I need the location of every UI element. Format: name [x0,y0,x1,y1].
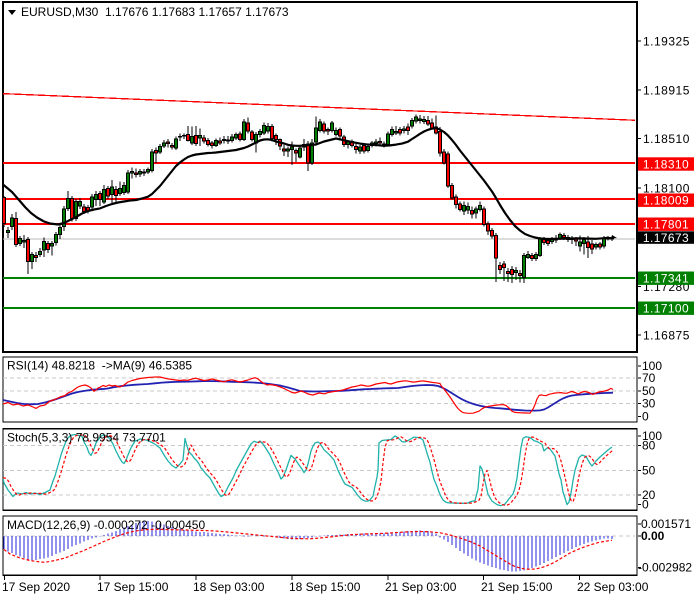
svg-text:20: 20 [642,488,656,502]
svg-text:1.18100: 1.18100 [643,182,690,196]
svg-text:0: 0 [642,498,649,512]
svg-text:80: 80 [642,439,656,453]
svg-text:0.001571: 0.001571 [641,517,691,531]
svg-text:1.17341: 1.17341 [643,272,689,286]
svg-text:50: 50 [642,384,656,398]
svg-text:0: 0 [642,410,649,424]
svg-text:RSI(14) 48.8218 ->MA(9) 46.53: RSI(14) 48.8218 ->MA(9) 46.5385 [7,359,192,373]
svg-text:22 Sep 03:00: 22 Sep 03:00 [577,580,649,594]
svg-text:18 Sep 03:00: 18 Sep 03:00 [193,580,265,594]
svg-text:1.16875: 1.16875 [643,329,690,343]
svg-text:18 Sep 15:00: 18 Sep 15:00 [289,580,361,594]
svg-text:30: 30 [642,397,656,411]
svg-text:Stoch(5,3,3) 78.9954 73.7701: Stoch(5,3,3) 78.9954 73.7701 [7,431,166,445]
svg-text:21 Sep 15:00: 21 Sep 15:00 [481,580,553,594]
svg-text:17 Sep 2020: 17 Sep 2020 [2,580,70,594]
svg-text:-0.002982: -0.002982 [638,561,692,575]
svg-text:1.18510: 1.18510 [643,132,690,146]
svg-text:1.17100: 1.17100 [643,302,689,316]
svg-text:100: 100 [642,359,662,373]
svg-text:MACD(12,26,9) -0.000272 -0.000: MACD(12,26,9) -0.000272 -0.000450 [7,518,205,532]
svg-text:50: 50 [642,464,656,478]
svg-text:1.18310: 1.18310 [643,157,689,171]
svg-text:1.19325: 1.19325 [643,35,690,49]
svg-text:0.00: 0.00 [641,529,665,543]
svg-text:70: 70 [642,371,656,385]
svg-text:1.17801: 1.17801 [643,218,689,232]
svg-text:1.18009: 1.18009 [643,194,689,208]
svg-text:100: 100 [642,429,662,443]
svg-text:1.18915: 1.18915 [643,84,690,98]
svg-text:17 Sep 15:00: 17 Sep 15:00 [97,580,169,594]
svg-text:EURUSD,M30 1.17676 1.17683 1.: EURUSD,M30 1.17676 1.17683 1.17657 1.176… [21,5,289,19]
svg-text:21 Sep 03:00: 21 Sep 03:00 [385,580,457,594]
svg-text:1.17673: 1.17673 [643,231,689,245]
